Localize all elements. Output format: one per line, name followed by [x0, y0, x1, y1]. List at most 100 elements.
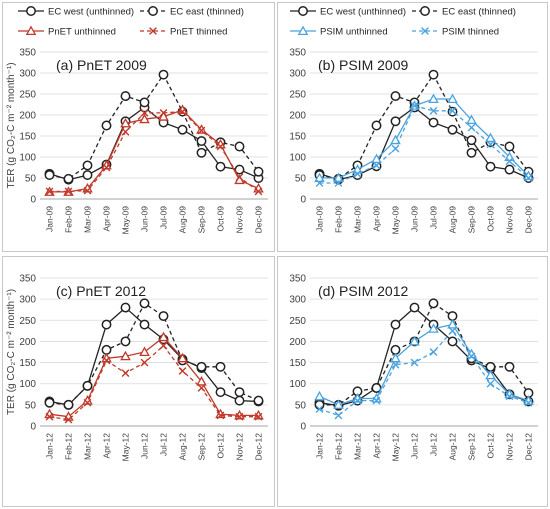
legend-label: EC west (unthinned) — [48, 7, 134, 18]
data-point — [390, 134, 401, 145]
y-tick-label: 250 — [289, 90, 306, 101]
data-point — [447, 93, 458, 104]
data-point — [158, 311, 169, 322]
legend-marker — [421, 27, 429, 35]
x-tick-label: Dec-09 — [254, 206, 264, 234]
x-tick-label: Jan-09 — [315, 206, 325, 232]
y-tick-label: 250 — [289, 316, 306, 327]
data-point — [505, 392, 514, 401]
panel-a-frame — [2, 2, 275, 252]
data-point — [235, 173, 244, 182]
x-tick-label: Jul-12 — [159, 433, 169, 456]
data-point — [64, 415, 73, 424]
data-point — [120, 350, 131, 361]
data-point — [391, 360, 400, 369]
y-tick-label: 200 — [289, 111, 306, 122]
data-point — [486, 379, 495, 388]
x-tick-label: Oct-09 — [486, 206, 496, 232]
chart-panel-3: 0 50 100 150 200 250 300 350 Jan-12 Feb-12 Mar-12 A… — [6, 274, 268, 461]
legend-label: PSIM unthinned — [320, 27, 388, 38]
y-tick-label: 300 — [19, 295, 36, 306]
data-point — [82, 170, 93, 181]
legend-marker — [25, 25, 37, 36]
x-tick-label: Sep-09 — [467, 206, 477, 234]
x-tick-label: Aug-12 — [448, 433, 458, 461]
y-tick-label: 0 — [30, 195, 36, 206]
series-2 — [314, 69, 534, 184]
x-tick-label: Oct-09 — [216, 206, 226, 232]
legend-label: PnET thinned — [170, 27, 227, 38]
x-tick-label: May-09 — [391, 206, 401, 235]
data-point — [44, 170, 55, 181]
legend-label: EC east (thinned) — [170, 7, 244, 18]
data-point — [372, 396, 381, 405]
x-tick-label: Aug-09 — [448, 206, 458, 234]
data-point — [390, 91, 401, 102]
data-point — [505, 157, 514, 166]
data-point — [120, 117, 131, 128]
series-4 — [315, 101, 533, 187]
data-point — [334, 179, 343, 187]
data-point — [314, 390, 325, 401]
x-tick-label: Sep-12 — [197, 433, 207, 461]
series-3 — [44, 331, 264, 421]
data-point — [447, 336, 458, 347]
data-point — [139, 113, 150, 124]
data-point — [390, 352, 401, 363]
data-point — [83, 398, 92, 407]
data-point — [466, 114, 477, 125]
data-point — [234, 387, 245, 398]
data-point — [45, 412, 54, 421]
data-point — [253, 395, 264, 406]
panel-c-frame — [2, 256, 275, 507]
data-point — [428, 298, 439, 309]
data-point — [371, 382, 382, 393]
x-tick-label: Apr-12 — [102, 433, 112, 459]
x-tick-label: Nov-09 — [505, 206, 515, 234]
chart-panel-2: 0 50 100 150 200 250 300 350 Jan-09 Feb-09 Mar-09 A… — [289, 6, 538, 235]
series-line — [49, 109, 259, 193]
data-point — [428, 69, 439, 80]
data-point — [409, 335, 420, 346]
y-tick-label: 350 — [19, 274, 36, 285]
series-4 — [45, 107, 263, 196]
data-point — [235, 412, 244, 421]
data-point — [371, 120, 382, 131]
chart-panel-4: 0 50 100 150 200 250 300 350 Jan-12 Feb-12 Mar-12 A… — [289, 274, 538, 461]
x-tick-label: Mar-12 — [83, 433, 93, 460]
data-point — [196, 147, 207, 158]
x-tick-label: Jan-12 — [45, 433, 55, 459]
x-tick-label: Jan-12 — [315, 433, 325, 459]
x-tick-label: Apr-09 — [372, 206, 382, 232]
data-point — [139, 319, 150, 330]
data-point — [120, 302, 131, 313]
data-point — [139, 97, 150, 108]
x-tick-label: Jun-09 — [140, 206, 150, 232]
data-point — [467, 123, 476, 132]
data-point — [215, 387, 226, 398]
data-point — [391, 144, 400, 153]
data-point — [429, 348, 438, 356]
data-point — [140, 358, 149, 367]
x-tick-label: Feb-12 — [64, 433, 74, 460]
data-point — [372, 161, 381, 170]
y-tick-label: 100 — [289, 153, 306, 164]
data-point — [197, 126, 206, 135]
data-point — [353, 169, 362, 178]
x-tick-label: Sep-09 — [197, 206, 207, 234]
x-tick-label: Jul-12 — [429, 433, 439, 456]
data-point — [102, 356, 111, 365]
x-tick-label: Oct-12 — [216, 433, 226, 459]
data-point — [410, 101, 419, 110]
data-point — [178, 107, 187, 116]
panel-b-frame — [277, 2, 548, 252]
data-point — [139, 346, 150, 357]
x-tick-label: Mar-09 — [353, 206, 363, 233]
series-line — [49, 344, 259, 421]
data-point — [390, 116, 401, 127]
y-tick-label: 300 — [289, 295, 306, 306]
data-point — [177, 124, 188, 135]
data-point — [215, 161, 226, 172]
legend-marker — [420, 6, 430, 16]
data-point — [159, 109, 168, 117]
